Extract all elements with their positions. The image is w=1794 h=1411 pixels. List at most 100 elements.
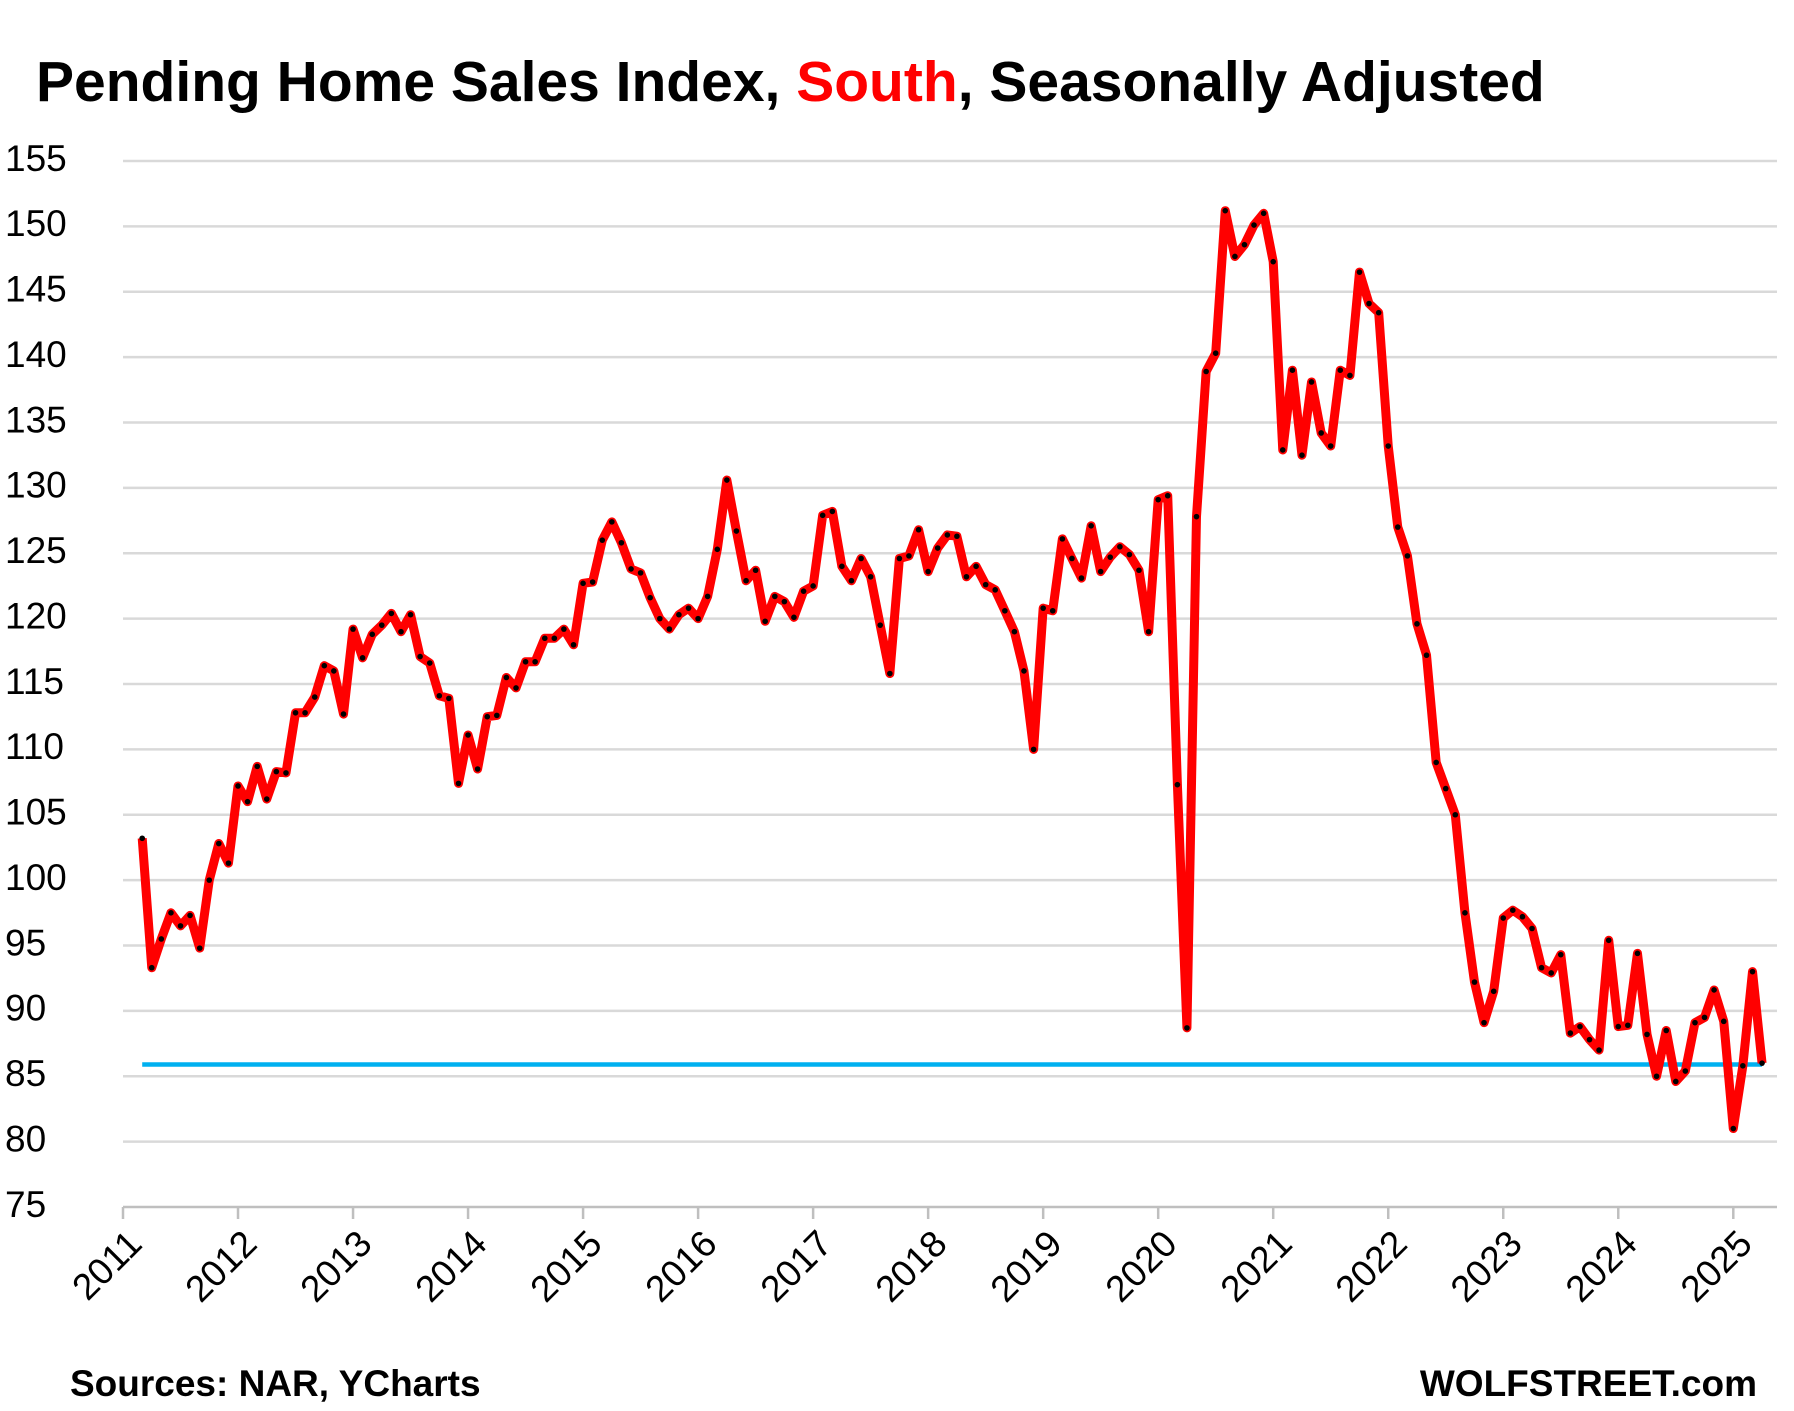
data-point: [1701, 1014, 1708, 1021]
data-point: [609, 519, 615, 525]
data-point: [532, 658, 538, 665]
data-point: [1375, 309, 1382, 316]
data-point: [647, 594, 653, 601]
data-point: [235, 783, 241, 789]
y-tick-label: 120: [5, 595, 67, 636]
data-point: [1145, 628, 1152, 635]
data-point: [283, 770, 289, 776]
data-point: [177, 923, 184, 929]
data-point: [973, 563, 979, 570]
data-point: [1433, 759, 1439, 766]
data-point: [417, 653, 423, 660]
data-point: [302, 709, 308, 716]
y-tick-label: 125: [5, 530, 67, 571]
data-point: [1519, 913, 1526, 920]
x-tick-label: 2016: [637, 1223, 724, 1310]
data-point: [551, 635, 558, 642]
data-point: [1327, 443, 1334, 449]
data-point: [1644, 1031, 1650, 1038]
data-point: [1682, 1068, 1689, 1074]
data-point: [657, 615, 663, 622]
data-point: [561, 626, 567, 632]
data-point: [1385, 443, 1392, 449]
data-point: [254, 763, 261, 770]
data-point: [992, 587, 999, 593]
data-point: [1136, 567, 1142, 574]
data-point: [1097, 568, 1104, 575]
data-point: [446, 695, 452, 702]
x-tick-label: 2024: [1558, 1223, 1645, 1310]
data-point: [637, 570, 644, 576]
data-point: [1126, 551, 1133, 558]
y-tick-label: 105: [5, 792, 67, 833]
data-point: [263, 796, 270, 802]
data-point: [676, 611, 682, 618]
data-point: [407, 611, 414, 618]
data-point: [1222, 207, 1229, 214]
data-point: [1711, 987, 1717, 993]
y-tick-label: 80: [5, 1118, 46, 1159]
data-point: [1471, 979, 1478, 985]
data-point: [925, 568, 931, 575]
data-point: [752, 567, 759, 574]
data-point: [216, 840, 222, 847]
data-point: [589, 579, 596, 585]
data-point: [292, 709, 299, 716]
x-tick-label: 2023: [1443, 1223, 1530, 1310]
data-point: [858, 555, 864, 562]
series-line: [137, 206, 1767, 1134]
data-point: [896, 555, 903, 562]
data-point: [1625, 1022, 1631, 1029]
y-tick-label: 130: [5, 465, 67, 506]
x-tick-label: 2018: [868, 1223, 955, 1310]
data-point: [695, 615, 701, 622]
data-point: [1030, 746, 1037, 753]
y-tick-label: 115: [5, 661, 64, 702]
x-tick-label: 2025: [1673, 1223, 1760, 1310]
data-point: [196, 945, 203, 951]
data-point: [1490, 988, 1497, 995]
data-point: [1088, 522, 1094, 529]
data-point: [1021, 668, 1027, 674]
y-tick-label: 90: [5, 988, 46, 1029]
data-point: [436, 692, 443, 699]
data-point: [1155, 496, 1161, 503]
data-point: [1557, 951, 1564, 958]
data-point: [877, 622, 883, 628]
data-point: [887, 670, 893, 677]
data-point: [139, 835, 146, 842]
data-point: [685, 605, 692, 611]
data-point: [1164, 492, 1171, 499]
data-point: [378, 622, 385, 628]
data-point: [1069, 555, 1075, 562]
data-point: [513, 685, 519, 691]
data-point: [944, 532, 951, 538]
data-point: [1212, 350, 1219, 357]
data-point: [1394, 524, 1401, 530]
x-tick-label: 2012: [177, 1223, 264, 1310]
data-point: [1347, 372, 1353, 379]
data-point: [1318, 430, 1324, 436]
data-point: [1059, 536, 1066, 542]
data-point: [1308, 379, 1315, 385]
data-point: [273, 768, 280, 775]
data-point: [704, 593, 711, 600]
y-tick-label: 110: [5, 726, 64, 767]
title-part: South: [796, 50, 957, 114]
data-point: [1481, 1019, 1487, 1026]
data-point: [1002, 607, 1008, 614]
data-point: [1663, 1027, 1670, 1034]
data-point: [1203, 368, 1209, 375]
data-point: [772, 593, 778, 600]
data-point: [1356, 269, 1363, 275]
data-point: [369, 631, 376, 638]
data-point: [1672, 1078, 1679, 1085]
data-point: [1509, 907, 1516, 913]
data-point: [1289, 367, 1296, 374]
data-point: [819, 512, 826, 519]
data-point: [321, 662, 328, 669]
data-point: [1500, 915, 1507, 921]
data-point: [714, 546, 721, 553]
data-point: [743, 577, 749, 584]
data-point: [244, 798, 251, 805]
